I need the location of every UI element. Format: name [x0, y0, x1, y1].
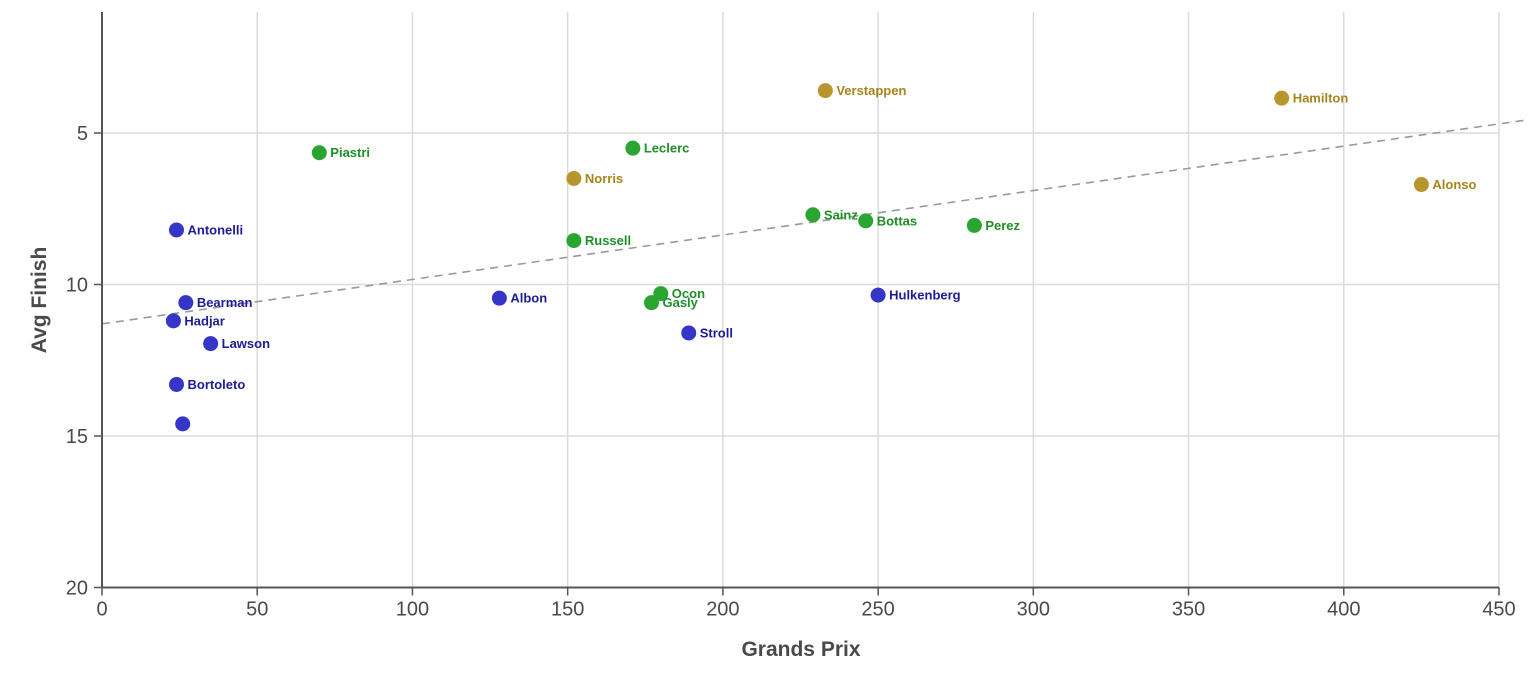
data-point	[566, 170, 582, 186]
y-tick-label: 10	[66, 275, 88, 297]
data-point	[169, 376, 185, 392]
data-point	[169, 222, 185, 238]
point-label: Bearman	[197, 295, 253, 310]
point-label: Sainz	[824, 207, 858, 222]
data-point	[311, 145, 327, 161]
y-tick-label: 5	[77, 123, 88, 145]
y-tick-label: 20	[66, 578, 88, 600]
x-tick-label: 450	[1482, 599, 1515, 621]
point-label: Ocon	[672, 286, 705, 301]
axes: 0 50 100 150 200 250 300 350 400 450 5 10 15 20	[66, 12, 1516, 621]
point-label: Stroll	[700, 325, 733, 340]
x-tick-label: 200	[706, 599, 739, 621]
point-label: Perez	[985, 218, 1020, 233]
point-label: Alonso	[1432, 177, 1476, 192]
data-point	[165, 313, 181, 329]
point-label: Russell	[585, 233, 631, 248]
x-tick-label: 100	[396, 599, 429, 621]
x-tick-label: 50	[246, 599, 268, 621]
x-tick-label: 300	[1017, 599, 1050, 621]
data-point	[1413, 177, 1429, 193]
data-point	[966, 217, 982, 233]
data-point	[681, 325, 697, 341]
data-point	[643, 295, 659, 311]
y-axis-title: Avg Finish	[28, 247, 51, 354]
y-tick-label: 15	[66, 426, 88, 448]
data-point	[491, 290, 507, 306]
point-label: Piastri	[330, 145, 370, 160]
data-point	[858, 213, 874, 229]
x-tick-label: 250	[861, 599, 894, 621]
data-points	[165, 83, 1429, 432]
x-tick-label: 150	[551, 599, 584, 621]
point-label: Hamilton	[1293, 91, 1349, 106]
data-point	[203, 336, 219, 352]
point-label: Bottas	[877, 213, 917, 228]
point-label: Antonelli	[188, 222, 244, 237]
data-point	[625, 140, 641, 156]
point-label: Verstappen	[836, 83, 906, 98]
point-label: Leclerc	[644, 141, 690, 156]
data-point	[653, 286, 669, 302]
data-point	[175, 416, 191, 432]
point-label: Gasly	[662, 295, 698, 310]
point-label: Bortoleto	[188, 377, 246, 392]
grid	[102, 12, 1500, 588]
point-label: Albon	[510, 291, 547, 306]
point-label: Hulkenberg	[889, 288, 961, 303]
data-point	[178, 295, 194, 311]
data-point	[805, 207, 821, 223]
point-label: Hadjar	[184, 313, 224, 328]
point-labels: Verstappen Hamilton Alonso Norris Piastri Lec…	[184, 83, 1476, 392]
data-point	[817, 83, 833, 99]
x-tick-label: 400	[1327, 599, 1360, 621]
point-label: Lawson	[222, 336, 270, 351]
data-point	[870, 287, 886, 303]
x-tick-label: 0	[96, 599, 107, 621]
x-axis-title: Grands Prix	[741, 638, 860, 661]
point-label: Norris	[585, 171, 623, 186]
data-point	[566, 233, 582, 249]
data-point	[1274, 90, 1290, 106]
x-tick-label: 350	[1172, 599, 1205, 621]
